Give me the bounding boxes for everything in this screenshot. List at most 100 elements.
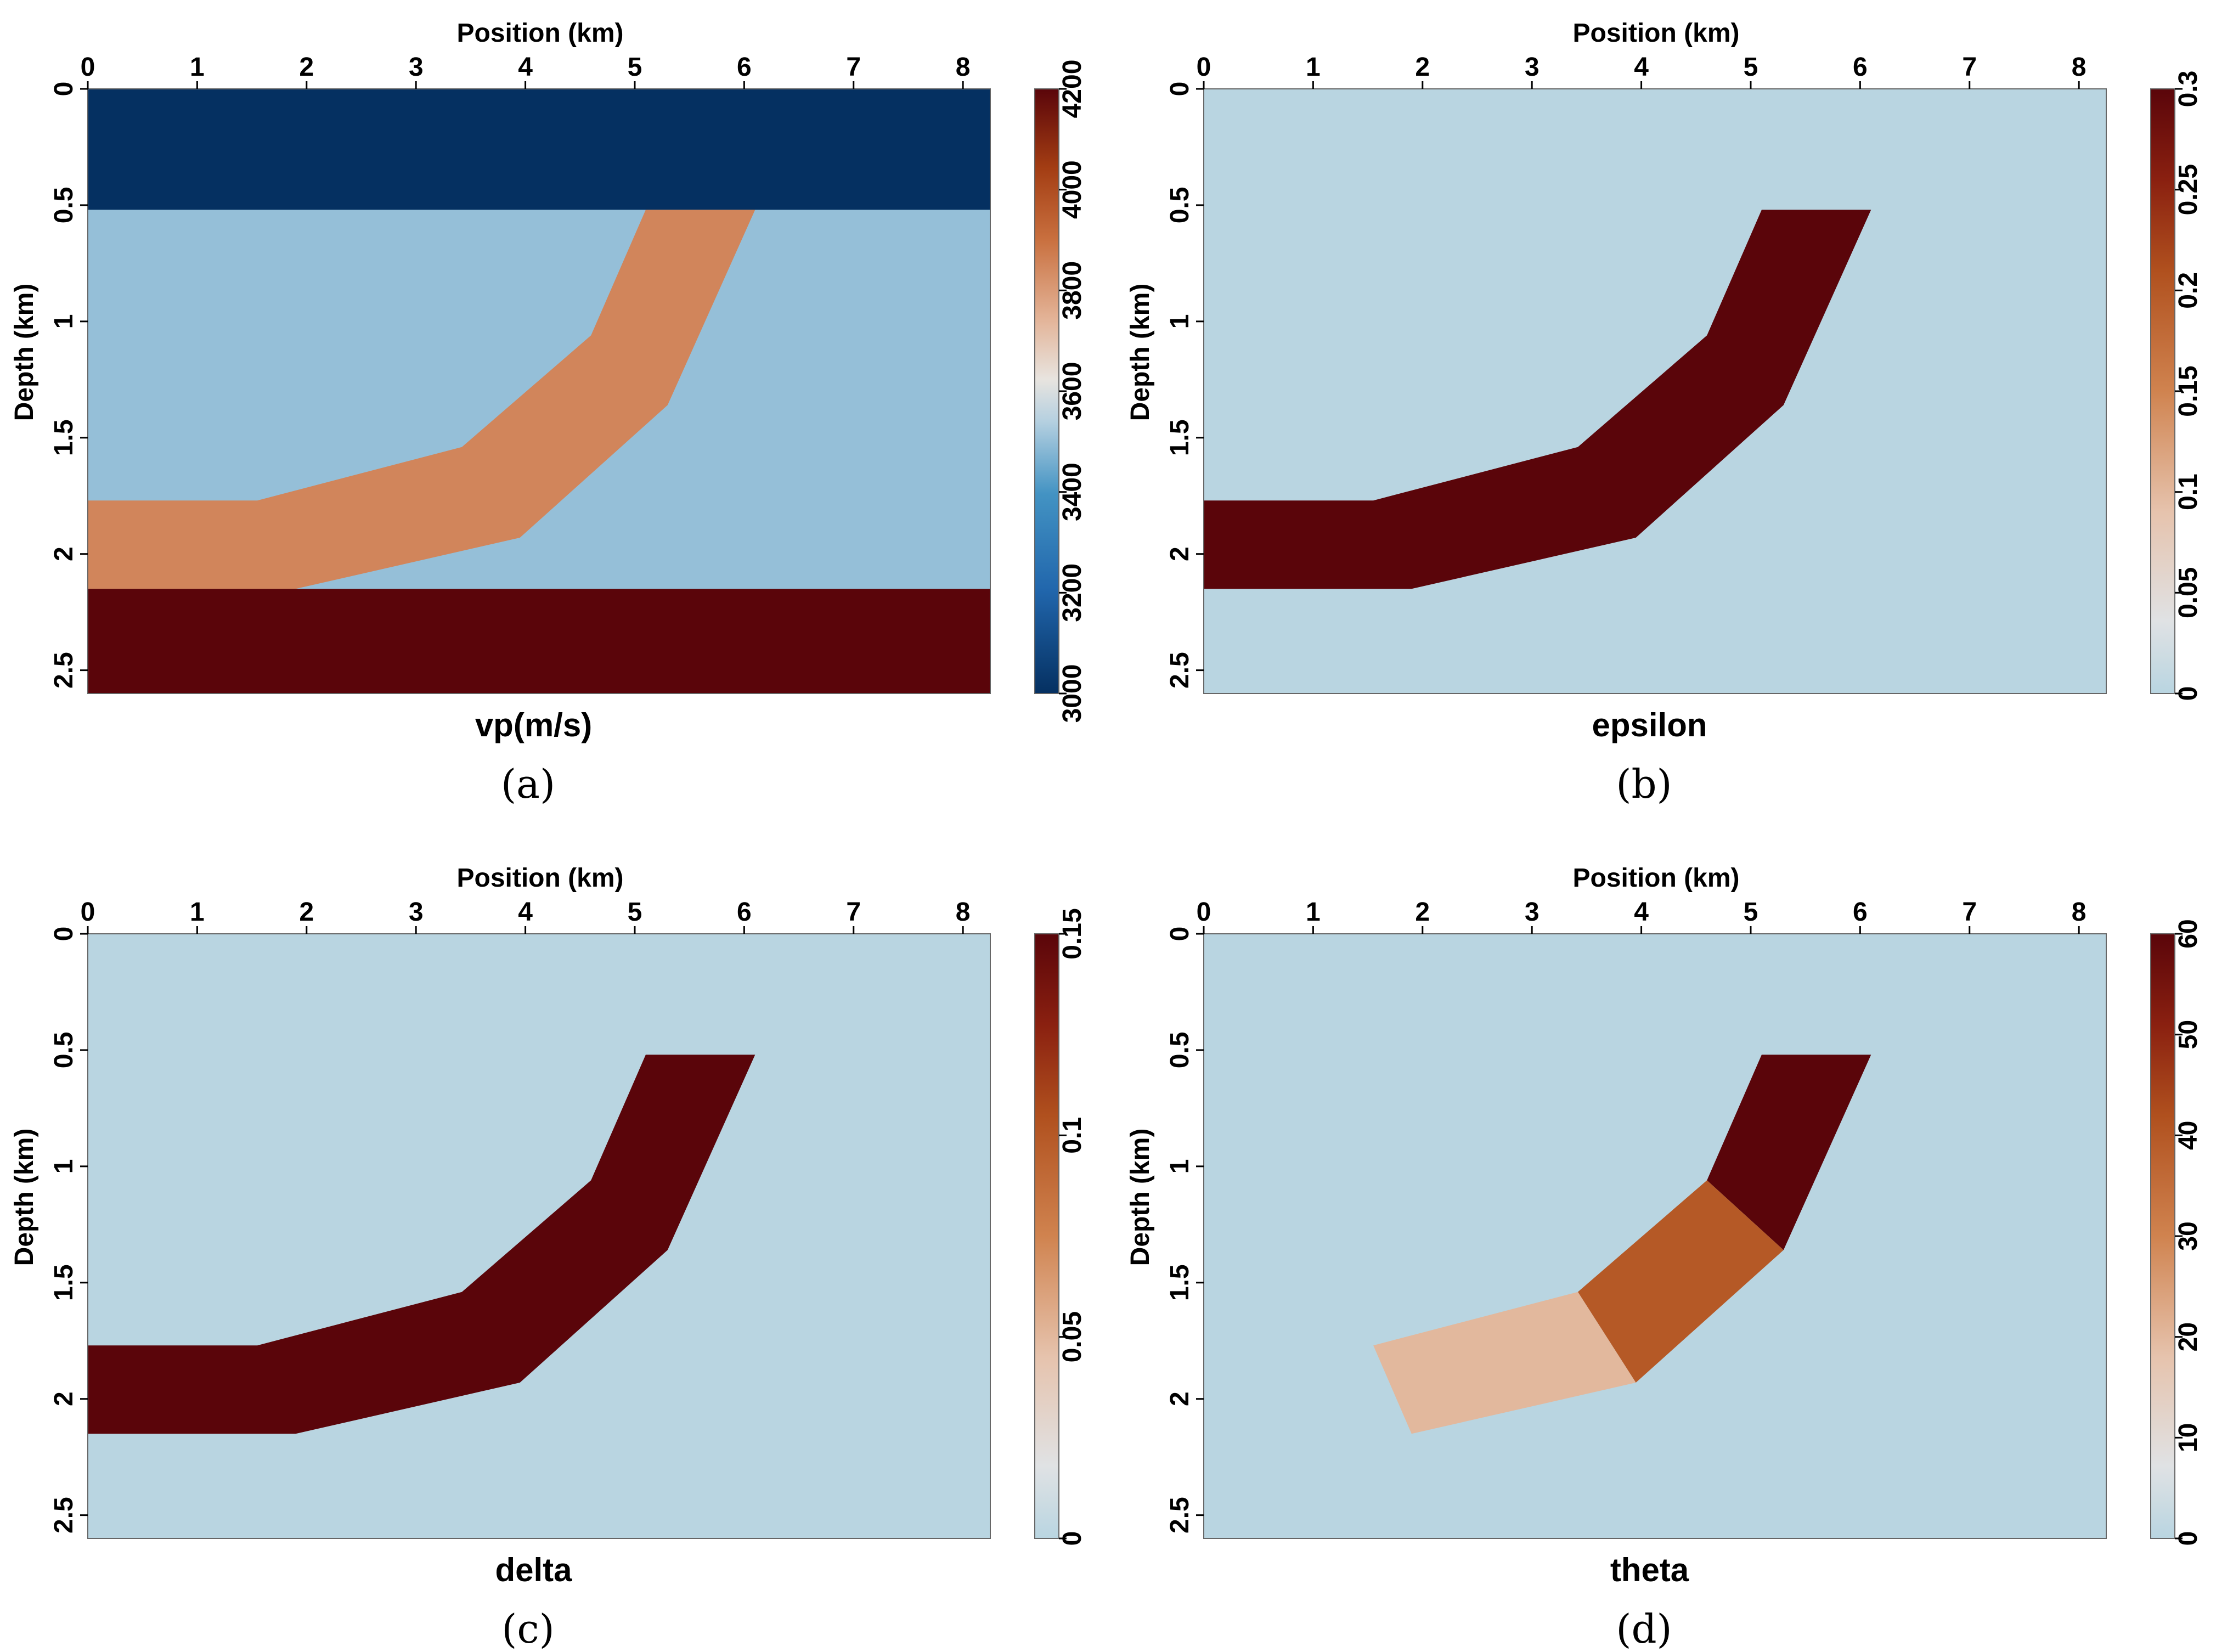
- colorbar-tick-label: 3400: [1058, 463, 1087, 521]
- x-tick-label: 0: [81, 898, 95, 927]
- anisotropic-band: [88, 210, 755, 589]
- x-tick-label: 4: [1634, 898, 1649, 927]
- colorbar-tick-label: 3200: [1058, 563, 1087, 622]
- x-tick-label: 1: [190, 898, 205, 927]
- plot-frame: [87, 933, 991, 1539]
- y-axis-title: Depth (km): [1126, 284, 1155, 421]
- x-tick-label: 3: [409, 898, 424, 927]
- x-tick-label: 1: [190, 53, 205, 82]
- x-tick-label: 3: [1525, 53, 1540, 82]
- y-tick-label: 0.5: [49, 187, 78, 224]
- colorbar-tick-label: 4000: [1058, 160, 1087, 219]
- colorbar-tick-label: 60: [2174, 919, 2203, 948]
- y-tick-label: 0.5: [1165, 187, 1194, 224]
- x-tick-label: 8: [2072, 53, 2087, 82]
- colorbar-tick-label: 0.15: [2174, 365, 2203, 416]
- colorbar-tick-label: 4200: [1058, 60, 1087, 119]
- colorbar-tick-label: 3800: [1058, 261, 1087, 320]
- colorbar-tick-label: 0: [2174, 686, 2203, 701]
- x-tick-label: 1: [1306, 898, 1321, 927]
- y-tick-label: 2: [49, 546, 78, 561]
- x-axis-title: Position (km): [1572, 19, 1739, 48]
- x-tick-label: 1: [1306, 53, 1321, 82]
- y-tick-label: 0: [1165, 82, 1194, 97]
- y-axis-title: Depth (km): [1126, 1129, 1155, 1266]
- x-tick-label: 8: [956, 53, 971, 82]
- colorbar: [2150, 88, 2175, 694]
- x-axis-title: Position (km): [456, 19, 623, 48]
- colorbar-tick-label: 3600: [1058, 362, 1087, 421]
- y-tick-label: 1: [1165, 1159, 1194, 1174]
- y-tick-label: 1.5: [1165, 419, 1194, 456]
- colorbar-tick-label: 0: [2174, 1531, 2203, 1546]
- panel-d: 0 1 2 3 4 5 6 7 8 Position (km) 0 0.5 1 1.5 2 2.5 Depth …: [1126, 864, 2203, 1652]
- x-tick-label: 4: [518, 898, 533, 927]
- plot-frame: [87, 88, 991, 694]
- x-tick-label: 7: [846, 898, 861, 927]
- panel-tag: (a): [501, 761, 555, 807]
- panel-title: theta: [1610, 1552, 1689, 1588]
- y-tick-label: 2.5: [49, 1497, 78, 1533]
- colorbar: [1034, 88, 1059, 694]
- x-axis-title: Position (km): [456, 864, 623, 893]
- water-layer: [88, 89, 990, 210]
- x-tick-label: 2: [1415, 898, 1430, 927]
- colorbar-tick-label: 20: [2174, 1322, 2203, 1351]
- x-tick-label: 2: [1415, 53, 1430, 82]
- colorbar-tick-label: 0.2: [2174, 272, 2203, 309]
- x-tick-label: 6: [1853, 53, 1868, 82]
- colorbar-tick-label: 0: [1058, 1531, 1087, 1546]
- x-tick-label: 0: [1197, 898, 1211, 927]
- plot-frame: [1203, 88, 2107, 694]
- x-tick-label: 3: [409, 53, 424, 82]
- y-tick-label: 0.5: [49, 1032, 78, 1069]
- colorbar-tick-label: 10: [2174, 1423, 2203, 1452]
- panel-title: vp(m/s): [475, 707, 592, 743]
- x-tick-label: 5: [628, 898, 642, 927]
- y-tick-label: 2.5: [49, 652, 78, 689]
- y-tick-label: 0: [1165, 927, 1194, 941]
- panel-b: 0 1 2 3 4 5 6 7 8 Position (km) 0 0.5 1 1.5 2 2.5 Depth …: [1126, 19, 2203, 807]
- y-tick-label: 1: [49, 1159, 78, 1174]
- x-tick-label: 4: [1634, 53, 1649, 82]
- colorbar-tick-label: 50: [2174, 1020, 2203, 1049]
- x-tick-label: 7: [1962, 898, 1977, 927]
- panel-title: epsilon: [1592, 707, 1707, 743]
- colorbar: [1034, 933, 1059, 1539]
- anisotropic-band: [88, 1055, 755, 1434]
- y-tick-label: 2: [49, 1391, 78, 1406]
- x-tick-label: 6: [1853, 898, 1868, 927]
- y-tick-label: 2.5: [1165, 1497, 1194, 1533]
- y-tick-label: 1: [1165, 314, 1194, 329]
- y-tick-label: 1.5: [49, 419, 78, 456]
- y-axis-title: Depth (km): [10, 1129, 39, 1266]
- colorbar-tick-label: 0.1: [1058, 1117, 1087, 1154]
- y-tick-label: 0: [49, 927, 78, 941]
- x-tick-label: 4: [518, 53, 533, 82]
- x-tick-label: 6: [737, 898, 752, 927]
- tilted-segment-upper: [1707, 1055, 1871, 1250]
- y-tick-label: 2.5: [1165, 652, 1194, 689]
- x-axis-title: Position (km): [1572, 864, 1739, 893]
- colorbar-tick-label: 0.3: [2174, 71, 2203, 108]
- panel-a: 0 1 2 3 4 5 6 7 8 Position (km) 0 0.5 1 1.5 2 2.5 Depth …: [10, 19, 1087, 807]
- colorbar-tick-label: 0.1: [2174, 473, 2203, 510]
- x-tick-label: 0: [81, 53, 95, 82]
- panel-tag: (c): [501, 1606, 555, 1652]
- x-tick-label: 5: [1744, 53, 1758, 82]
- colorbar-tick-label: 0.15: [1058, 908, 1087, 959]
- y-tick-label: 2: [1165, 1391, 1194, 1406]
- colorbar: [2150, 933, 2175, 1539]
- colorbar-tick-label: 0.25: [2174, 164, 2203, 215]
- colorbar-tick-label: 40: [2174, 1121, 2203, 1150]
- y-tick-label: 1.5: [49, 1264, 78, 1301]
- x-tick-label: 2: [299, 53, 314, 82]
- x-tick-label: 5: [628, 53, 642, 82]
- x-tick-label: 7: [846, 53, 861, 82]
- x-tick-label: 7: [1962, 53, 1977, 82]
- panel-tag: (d): [1616, 1606, 1672, 1652]
- x-tick-label: 8: [956, 898, 971, 927]
- y-tick-label: 0: [49, 82, 78, 97]
- y-tick-label: 0.5: [1165, 1032, 1194, 1069]
